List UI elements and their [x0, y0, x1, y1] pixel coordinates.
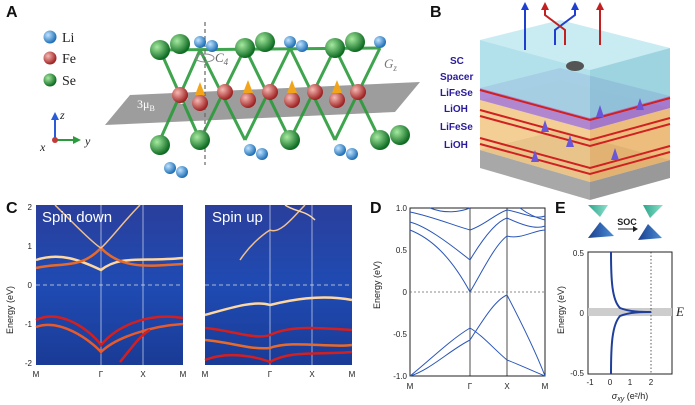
se-atoms — [150, 32, 410, 155]
panel-label-a: A — [6, 4, 18, 21]
legend-li-label: Li — [62, 31, 75, 46]
layer-labels: SC Spacer LiFeSe LiOH LiFeSe LiOH — [440, 56, 473, 151]
axis-x-label: x — [39, 140, 46, 154]
c4-label: C4 — [215, 50, 229, 67]
panel-label-e: E — [555, 200, 566, 217]
panel-label-c: C — [6, 200, 18, 217]
crystal-structure-figure: Li Fe Se z x y C4 Gz 3μB P — [39, 22, 420, 178]
band-lines — [409, 207, 546, 377]
legend-se-label: Se — [62, 74, 76, 89]
e-ytick: 0 — [580, 309, 585, 318]
coordinate-axes-icon: z x y — [39, 108, 91, 154]
se-legend-icon — [43, 73, 57, 87]
d-xtick: X — [504, 382, 510, 391]
panel-d-band-structure: Energy (eV) 1.0 0.5 0 -0.5 -1.0 M Γ X M — [372, 204, 549, 391]
c-ytick: -1 — [25, 320, 33, 329]
fe-legend-icon — [43, 51, 57, 65]
d-ytick: -1.0 — [393, 372, 407, 381]
moment-label: 3μB — [137, 97, 155, 113]
d-ytick: 0 — [403, 288, 408, 297]
d-ytick: 1.0 — [396, 204, 408, 213]
c-xtick: M — [202, 370, 209, 379]
e-ytick: -0.5 — [570, 369, 584, 378]
layer-label-lioh-1: LiOH — [444, 104, 468, 115]
panel-label-b: B — [430, 4, 442, 21]
c-xtick: Γ — [268, 370, 273, 379]
d-ytick: 0.5 — [396, 246, 408, 255]
c-ytick: 2 — [28, 203, 33, 212]
panel-d-yticks: 1.0 0.5 0 -0.5 -1.0 — [393, 204, 407, 381]
hall-conductance-curve — [610, 251, 652, 375]
axis-y-label: y — [84, 134, 91, 148]
panel-e-yticks: 0.5 0 -0.5 — [570, 249, 584, 378]
layer-label-lifese-1: LiFeSe — [440, 88, 473, 99]
panel-d-xticks: M Γ X M — [407, 382, 549, 391]
li-legend-icon — [43, 30, 57, 44]
d-ytick: -0.5 — [393, 330, 407, 339]
c-xtick: M — [33, 370, 40, 379]
panel-d-ylabel: Energy (eV) — [372, 261, 382, 309]
e-xtick: -1 — [586, 378, 594, 387]
c-xtick: X — [140, 370, 146, 379]
fe-atoms — [172, 84, 366, 111]
c-xtick: X — [309, 370, 315, 379]
panel-e-xticks: -1 0 1 2 — [586, 378, 653, 387]
panel-e-xlabel: σxy (e²/h) — [612, 391, 648, 403]
layer-label-lifese-2: LiFeSe — [440, 122, 473, 133]
glide-label: Gz — [384, 56, 397, 73]
panel-c-ylabel: Energy (eV) — [5, 286, 15, 334]
spin-up-title: Spin up — [212, 209, 263, 226]
d-xtick: Γ — [468, 382, 473, 391]
c-xtick: Γ — [99, 370, 104, 379]
dirac-cone-icon — [588, 205, 663, 240]
panel-c-band-maps: Energy (eV) 2 1 0 -1 -2 Spin down Spin u… — [5, 203, 356, 379]
spin-down-title: Spin down — [42, 209, 112, 226]
panel-c-yticks: 2 1 0 -1 -2 — [25, 203, 33, 368]
c-ytick: -2 — [25, 359, 33, 368]
li-atoms — [164, 36, 386, 178]
soc-label: SOC — [617, 217, 637, 227]
panel-c-xticks: M Γ X M M Γ X M — [33, 370, 356, 379]
layer-label-sc: SC — [450, 56, 464, 67]
e-xtick: 2 — [649, 378, 654, 387]
e-xtick: 0 — [608, 378, 613, 387]
d-xtick: M — [542, 382, 549, 391]
legend-fe-label: Fe — [62, 52, 76, 67]
panel-e-ylabel: Energy (eV) — [556, 286, 566, 334]
e-ytick: 0.5 — [573, 249, 585, 258]
c-ytick: 0 — [28, 281, 33, 290]
c-ytick: 1 — [28, 242, 33, 251]
panel-e-hall-conductance: SOC Energy (eV) 0.5 0 -0.5 E -1 0 1 2 σx… — [556, 205, 684, 403]
e-side-label: E — [675, 304, 684, 319]
c-xtick: M — [349, 370, 356, 379]
magnetic-moment-arrows — [195, 80, 342, 95]
panel-label-d: D — [370, 200, 382, 217]
c-xtick: M — [180, 370, 187, 379]
layer-label-lioh-2: LiOH — [444, 140, 468, 151]
axis-z-label: z — [59, 108, 65, 122]
e-xtick: 1 — [628, 378, 633, 387]
atom-legend: Li Fe Se — [43, 30, 76, 89]
d-xtick: M — [407, 382, 414, 391]
layer-label-spacer: Spacer — [440, 72, 473, 83]
c4-rotation-icon — [195, 53, 215, 63]
heterostructure-figure: SC Spacer LiFeSe LiOH LiFeSe LiOH — [440, 2, 671, 200]
